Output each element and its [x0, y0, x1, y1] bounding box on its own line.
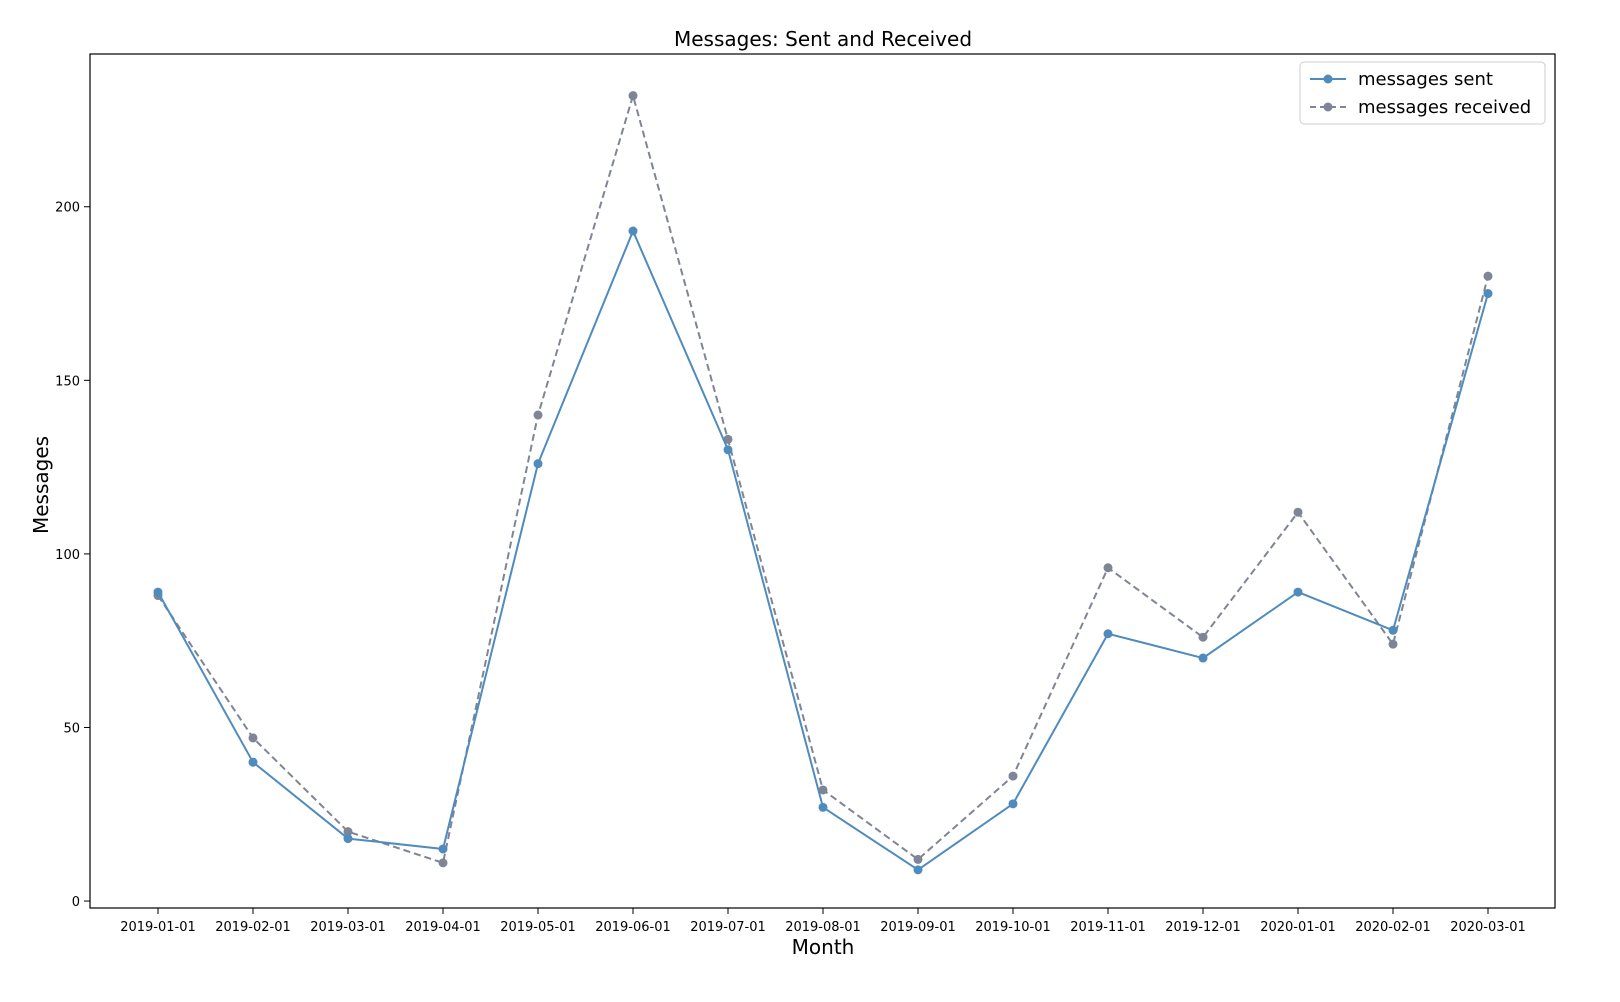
x-tick-label: 2019-10-01: [975, 920, 1051, 935]
data-point: [438, 844, 448, 854]
x-tick-label: 2019-08-01: [785, 920, 861, 935]
data-point: [1008, 771, 1018, 781]
data-point: [1388, 639, 1398, 649]
x-tick-label: 2020-02-01: [1355, 920, 1431, 935]
plot-frame: [89, 53, 1556, 909]
data-point: [533, 410, 543, 420]
data-point: [1198, 632, 1208, 642]
data-point: [1483, 271, 1493, 281]
x-tick-label: 2019-11-01: [1070, 920, 1146, 935]
legend: messages sent messages received: [1299, 61, 1546, 125]
y-tick-label: 100: [55, 548, 80, 563]
x-tick-label: 2019-07-01: [690, 920, 766, 935]
y-axis-label: Messages: [29, 436, 53, 534]
data-point: [913, 854, 923, 864]
series-line-0: [157, 230, 1489, 871]
data-point: [723, 434, 733, 444]
y-tick-label: 0: [72, 895, 80, 910]
x-tick-label: 2019-05-01: [500, 920, 576, 935]
data-point: [438, 858, 448, 868]
x-tick-label: 2019-03-01: [310, 920, 386, 935]
x-tick-label: 2019-09-01: [880, 920, 956, 935]
data-point: [248, 733, 258, 743]
data-point: [1293, 507, 1303, 517]
data-point: [1483, 289, 1493, 299]
data-point: [628, 226, 638, 236]
legend-label: messages received: [1358, 97, 1531, 118]
legend-marker: [1323, 102, 1333, 112]
data-point: [818, 785, 828, 795]
data-point: [1293, 587, 1303, 597]
data-point: [153, 587, 163, 597]
x-tick-label: 2019-02-01: [215, 920, 291, 935]
data-point: [343, 834, 353, 844]
y-tick-label: 150: [55, 374, 80, 389]
data-point: [343, 827, 353, 837]
data-point: [818, 802, 828, 812]
data-point: [1103, 563, 1113, 573]
data-point: [913, 865, 923, 875]
x-axis-label: Month: [792, 935, 855, 959]
series-line-1: [157, 94, 1489, 864]
data-point: [1103, 629, 1113, 639]
data-point: [248, 757, 258, 767]
data-point: [1008, 799, 1018, 809]
data-point: [1198, 653, 1208, 663]
chart-title: Messages: Sent and Received: [674, 27, 972, 51]
legend-marker: [1323, 74, 1333, 84]
x-tick-label: 2020-01-01: [1260, 920, 1336, 935]
legend-box: [1299, 61, 1546, 125]
data-point: [533, 459, 543, 469]
y-tick-label: 50: [63, 721, 80, 736]
data-point: [723, 445, 733, 455]
x-tick-label: 2019-01-01: [120, 920, 196, 935]
legend-label: messages sent: [1358, 69, 1493, 90]
data-point: [1388, 625, 1398, 635]
plot-area: 0 50 100 150 200 2019-01-01 2019-02-01 2019-03-…: [55, 53, 1556, 935]
x-tick-label: 2019-06-01: [595, 920, 671, 935]
data-point: [628, 91, 638, 101]
x-tick-label: 2020-03-01: [1450, 920, 1526, 935]
x-tick-label: 2019-12-01: [1165, 920, 1241, 935]
x-tick-label: 2019-04-01: [405, 920, 481, 935]
y-tick-label: 200: [55, 201, 80, 216]
